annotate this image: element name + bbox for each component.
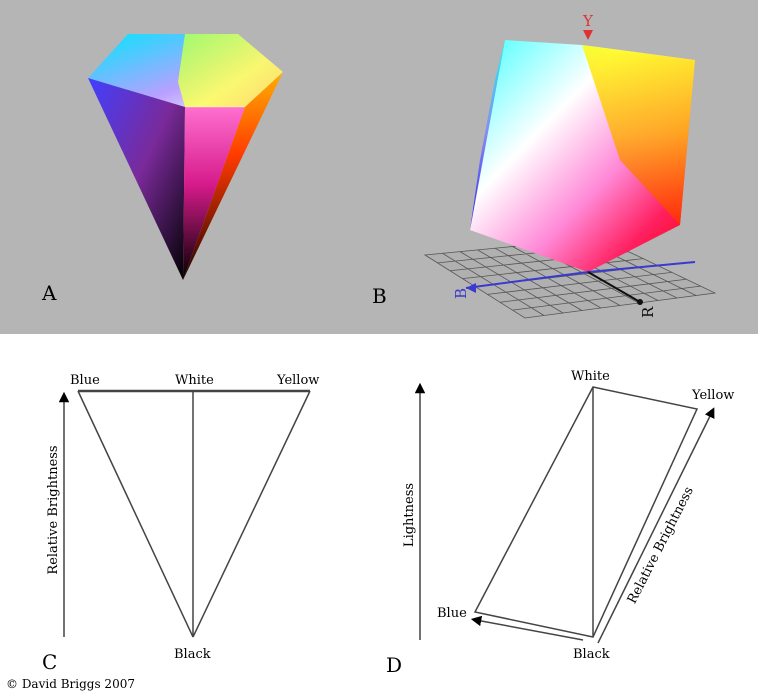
d-label-white: White xyxy=(571,369,610,384)
c-label-yellow: Yellow xyxy=(276,373,319,388)
d-label-yellow: Yellow xyxy=(691,388,734,403)
b-axis-line xyxy=(465,271,589,289)
panel-b-axes xyxy=(465,30,696,305)
b-axis-arrowhead xyxy=(466,283,476,293)
d-label-blue: Blue xyxy=(437,606,467,621)
panel-a-letter: A xyxy=(41,281,57,305)
d-base-arrow xyxy=(470,615,584,641)
c-axis-label: Relative Brightness xyxy=(46,445,61,574)
panel-d-diagram xyxy=(473,386,699,638)
y-axis-arrowhead xyxy=(583,30,593,40)
panel-a-solid xyxy=(88,34,283,280)
panel-c-letter: C xyxy=(42,650,57,674)
panel-b-letter: B xyxy=(372,284,387,308)
panel-c-diagram xyxy=(77,389,311,638)
c-label-black: Black xyxy=(174,647,211,662)
d-axis-label-lightness: Lightness xyxy=(402,483,417,547)
d-axis-label-brightness: Relative Brightness xyxy=(625,484,697,606)
c-label-white: White xyxy=(175,373,214,388)
panel-d-letter: D xyxy=(386,653,402,677)
bottom-panel xyxy=(0,334,758,693)
copyright-notice: © David Briggs 2007 xyxy=(6,677,135,691)
d-brightness-axis xyxy=(597,407,715,644)
d-label-black: Black xyxy=(573,647,610,662)
b-axis-label-b: B xyxy=(452,288,470,299)
b-axis-label-r: R xyxy=(639,306,657,318)
b-axis-label-y: Y xyxy=(582,12,594,30)
c-label-blue: Blue xyxy=(70,373,100,388)
panel-b-cube xyxy=(470,40,695,272)
r-axis-line xyxy=(587,271,641,303)
